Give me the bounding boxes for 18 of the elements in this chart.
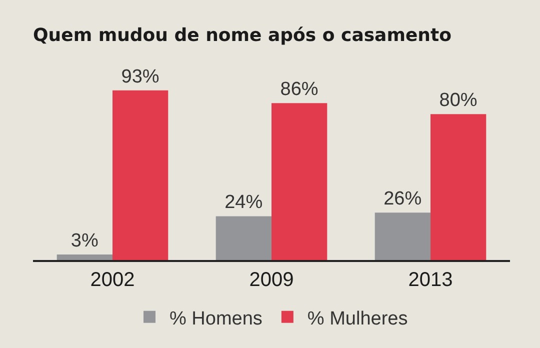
x-tick-label: 2009: [249, 269, 294, 291]
data-label: 93%: [121, 66, 160, 88]
bar: [112, 90, 168, 260]
bar: [216, 216, 272, 260]
x-tick-label: 2013: [408, 269, 453, 291]
data-label: 3%: [70, 230, 98, 252]
legend-label: % Mulheres: [307, 308, 408, 330]
data-label: 24%: [224, 192, 263, 214]
data-label: 86%: [280, 79, 318, 100]
bar: [272, 103, 328, 260]
bar: [56, 254, 112, 260]
data-label: 80%: [439, 90, 478, 112]
bar: [374, 212, 430, 260]
data-label: 26%: [384, 188, 422, 210]
bar: [430, 114, 486, 260]
chart-title: Quem mudou de nome após o casamento: [33, 25, 452, 46]
x-tick-label: 2002: [90, 269, 135, 291]
legend-label: % Homens: [170, 308, 262, 330]
